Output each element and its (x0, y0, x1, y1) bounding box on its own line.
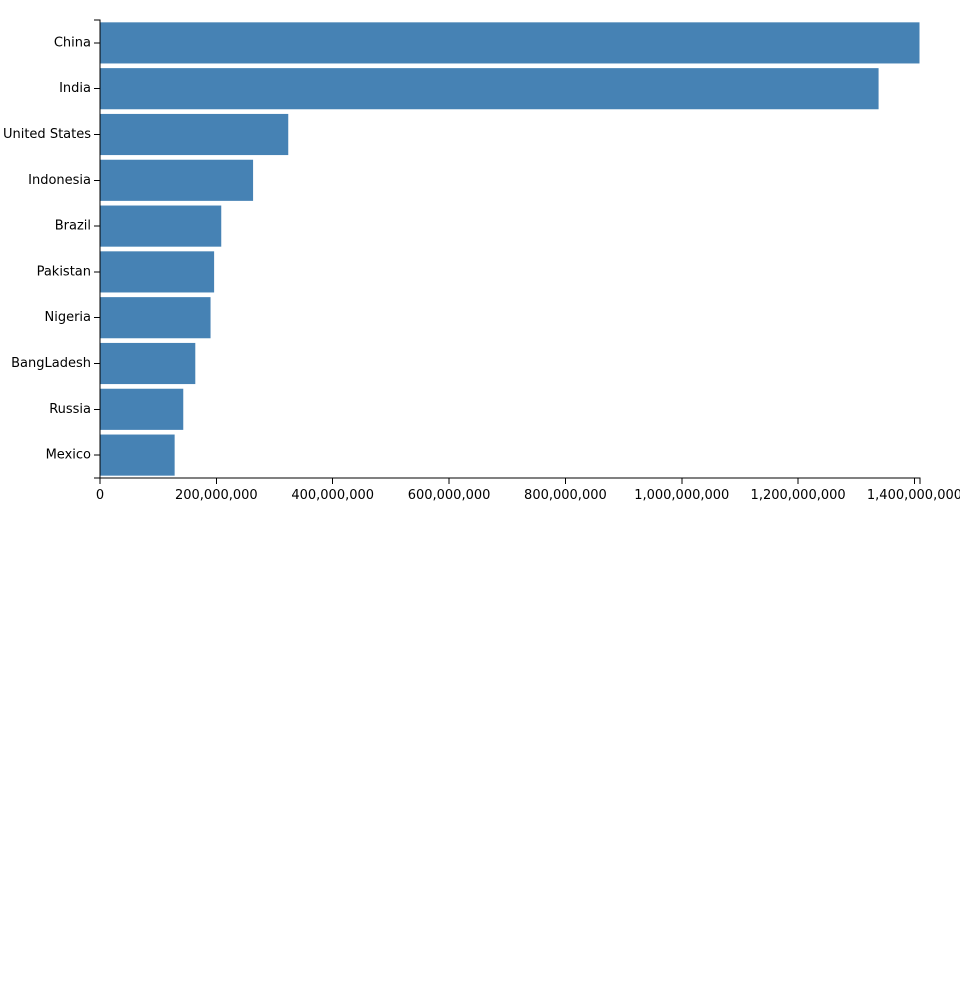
y-axis-line (94, 19, 101, 479)
x-tick-label: 0 (96, 488, 104, 503)
x-tick-label: 400,000,000 (291, 488, 374, 503)
bar-brazil (99, 204, 223, 248)
y-tick-label: Nigeria (44, 310, 91, 325)
y-axis: China India United States Indonesia Brazil Pa… (3, 19, 101, 479)
x-tick-label: 1,400,000,000 (867, 488, 960, 503)
y-tick-label: Indonesia (28, 173, 91, 188)
x-tick-label: 200,000,000 (175, 488, 258, 503)
y-tick-label: Brazil (55, 219, 91, 234)
bar-mexico (99, 433, 176, 477)
y-tick-label: Russia (49, 402, 91, 417)
y-tick-label: China (54, 35, 91, 50)
x-tick-label: 1,000,000,000 (634, 488, 729, 503)
y-tick-label: Mexico (46, 448, 91, 463)
bar-china (99, 21, 921, 65)
x-axis-line (99, 477, 921, 484)
x-tick-label: 600,000,000 (408, 488, 491, 503)
x-axis: 0 200,000,000 400,000,000 600,000,000 800,00… (96, 477, 960, 503)
bar-bangladesh (99, 341, 197, 386)
y-tick-label: United States (3, 127, 91, 142)
bar-indonesia (99, 158, 255, 202)
bars-group (99, 21, 921, 477)
bar-india (99, 67, 880, 111)
y-tick-label: India (59, 81, 91, 96)
bar-pakistan (99, 250, 216, 294)
x-tick-label: 1,200,000,000 (751, 488, 846, 503)
bar-nigeria (99, 296, 212, 340)
x-tick-label: 800,000,000 (524, 488, 607, 503)
bar-united-states (99, 112, 290, 157)
y-tick-label: BangLadesh (11, 356, 91, 371)
bar-russia (99, 387, 185, 431)
y-tick-label: Pakistan (37, 264, 91, 279)
